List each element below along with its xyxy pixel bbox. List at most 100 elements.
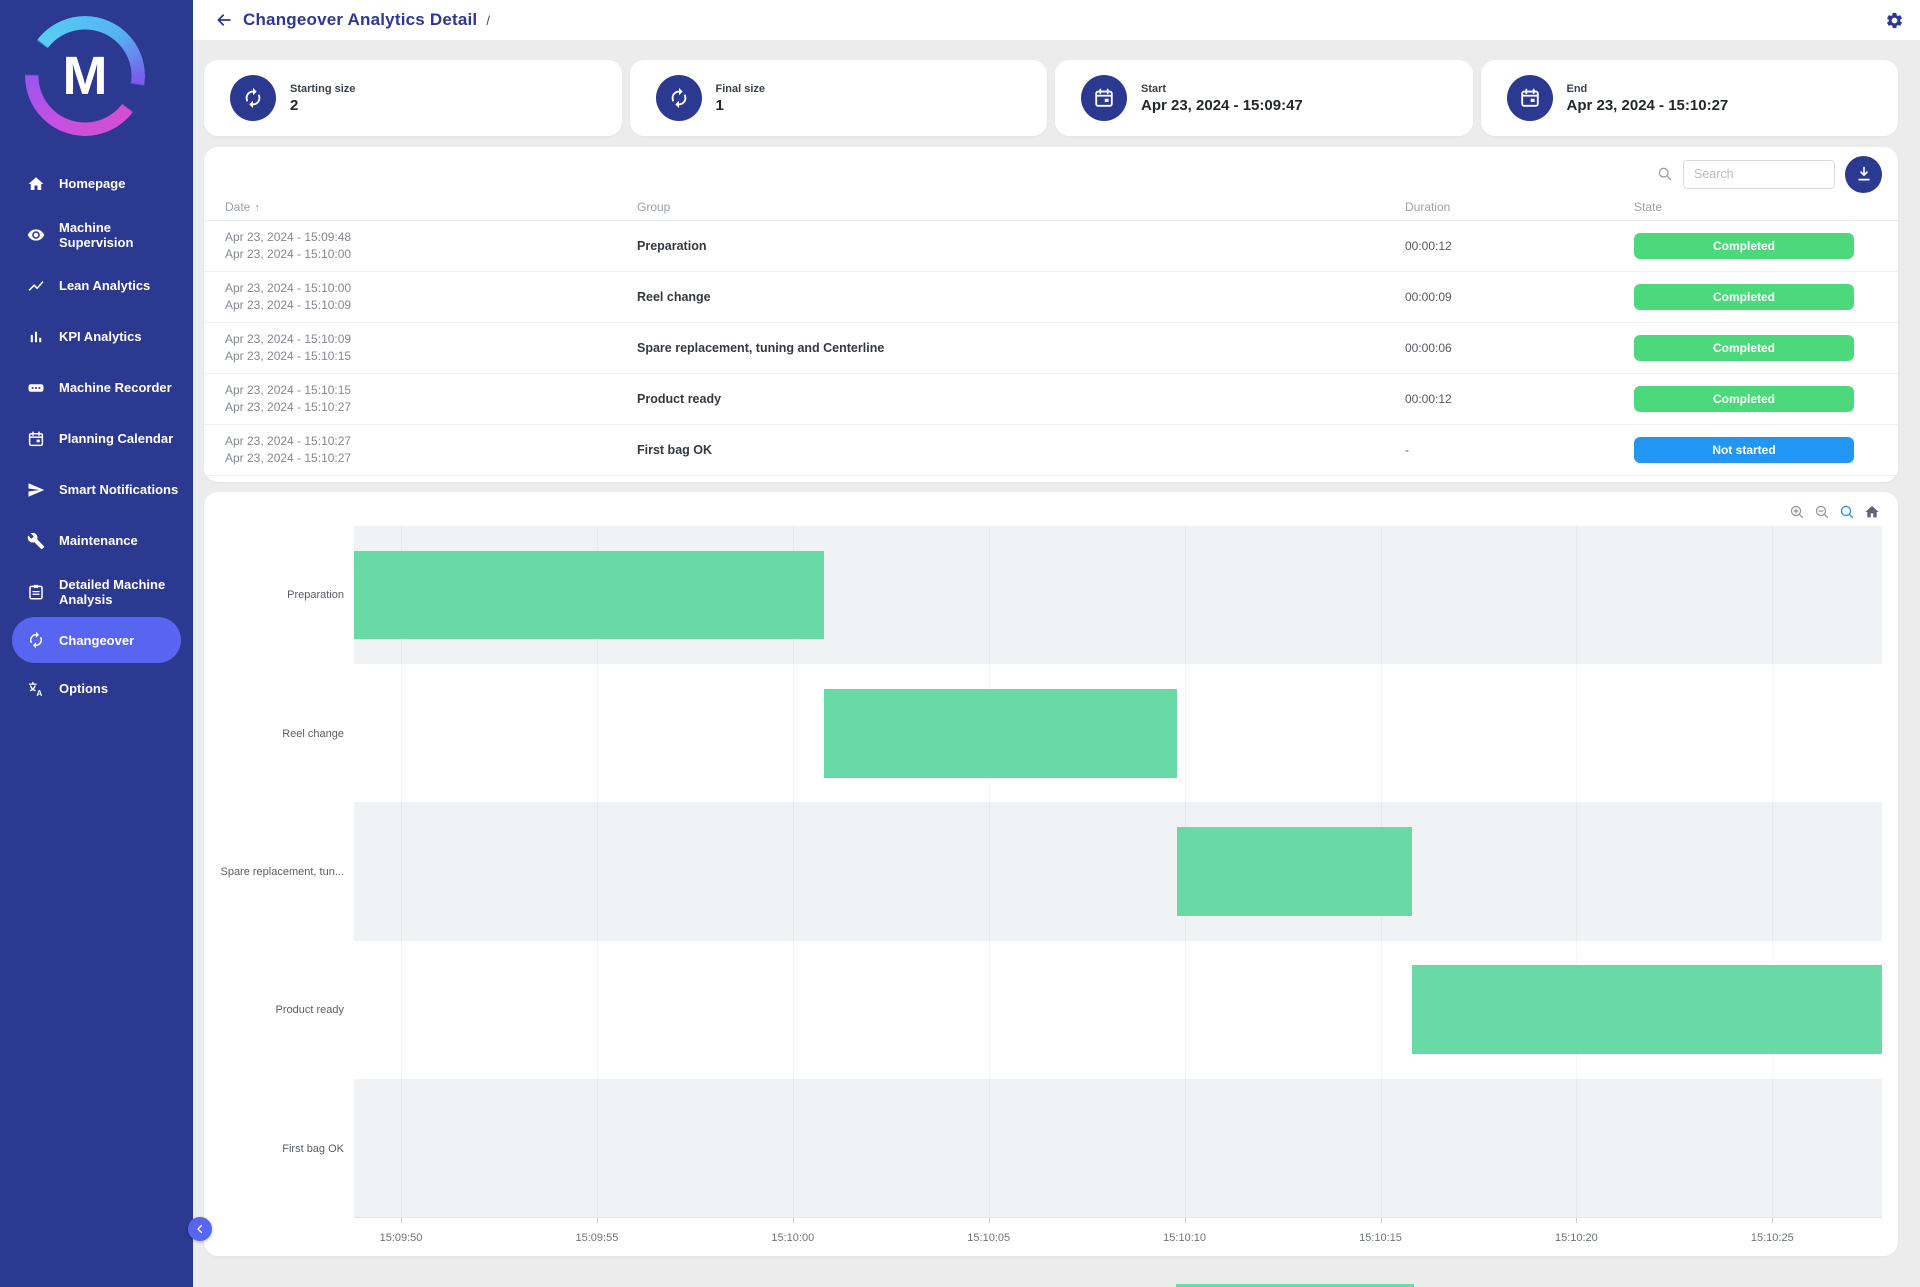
cell-duration: - [1405,443,1409,457]
summary-card-final-size: Final size 1 [629,60,1047,136]
card-label: Start [1141,82,1167,95]
chart-zoom-lens-icon[interactable] [1839,504,1855,520]
date-start: Apr 23, 2024 - 15:10:15 [225,383,352,397]
column-header-state[interactable]: State [1634,199,1663,214]
column-header-date[interactable]: Date ↑ [225,199,260,214]
x-axis-tick-label: 15:10:05 [967,1232,1011,1244]
sidebar-item-options[interactable]: A Options [6,663,187,714]
calendar-icon [24,430,48,448]
card-icon-circle [230,75,276,121]
x-axis-tick [792,1218,794,1223]
cell-group: Product ready [637,392,722,406]
logo-letter: M [62,46,108,106]
line-chart-icon [24,277,48,295]
sidebar-item-lean-analytics[interactable]: Lean Analytics [6,260,187,311]
sidebar-item-label: Maintenance [59,533,138,548]
x-axis-tick-label: 15:10:15 [1359,1232,1402,1244]
date-end: Apr 23, 2024 - 15:10:27 [225,400,352,414]
svg-text:A: A [36,688,42,697]
column-header-group[interactable]: Group [637,199,671,214]
cell-duration: 00:00:06 [1405,341,1452,355]
calendar-icon [1093,87,1115,109]
back-button[interactable] [215,11,233,29]
card-text: Final size 1 [716,83,766,114]
status-badge: Completed [1634,335,1854,361]
search-input[interactable] [1683,159,1835,189]
chart-gridline [988,526,990,1217]
date-end: Apr 23, 2024 - 15:10:27 [225,451,352,465]
chart-home-icon[interactable] [1864,504,1880,520]
card-label: Starting size [290,82,356,95]
status-badge: Completed [1634,386,1854,412]
sidebar-item-changeover[interactable]: Changeover [12,617,181,663]
table-row[interactable]: Apr 23, 2024 - 15:10:09 Apr 23, 2024 - 15… [204,323,1898,374]
gantt-chart: 15:09:50 15:09:55 15:10:00 15:10:05 15:10:10… [354,526,1882,1244]
sidebar-collapse-button[interactable] [188,1217,212,1241]
topbar: Changeover Analytics Detail / [193,0,1920,40]
sidebar-item-homepage[interactable]: Homepage [6,158,187,209]
chart-gridline [792,526,794,1217]
x-axis-tick-label: 15:10:20 [1554,1232,1598,1244]
sidebar-item-label: Detailed Machine Analysis [59,576,166,607]
sidebar-item-planning-calendar[interactable]: Planning Calendar [6,413,187,464]
cell-state: Completed [1634,335,1876,361]
card-value: Apr 23, 2024 - 15:10:27 [1566,96,1729,114]
chart-gridline [596,526,598,1217]
sidebar-item-label: Lean Analytics [59,278,151,293]
sidebar-item-kpi-analytics[interactable]: KPI Analytics [6,311,187,362]
cell-date: Apr 23, 2024 - 15:10:15 Apr 23, 2024 - 15… [225,382,637,416]
sidebar-item-label: Planning Calendar [59,431,174,446]
cell-date: Apr 23, 2024 - 15:10:27 Apr 23, 2024 - 15… [225,433,637,467]
translate-icon: A [24,680,48,698]
cell-date: Apr 23, 2024 - 15:10:00 Apr 23, 2024 - 15… [225,280,637,314]
cell-date: Apr 23, 2024 - 15:09:48 Apr 23, 2024 - 15… [225,229,637,263]
cell-group: First bag OK [637,443,713,457]
x-axis-tick-label: 15:09:55 [575,1232,619,1244]
card-value: 1 [715,96,724,114]
sidebar-item-label: Changeover [59,632,135,648]
table-row[interactable]: Apr 23, 2024 - 15:10:27 Apr 23, 2024 - 15… [204,425,1898,476]
cell-duration: 00:00:12 [1405,239,1452,253]
chart-zoom-out-icon[interactable] [1814,504,1830,520]
summary-card-end: End Apr 23, 2024 - 15:10:27 [1480,60,1898,136]
sidebar-item-label: Smart Notifications [59,482,179,497]
sidebar: M Homepage Machine Supervision Lean Analyt… [0,0,193,1287]
column-header-duration[interactable]: Duration [1405,199,1451,214]
cell-group: Preparation [637,239,707,253]
cell-state: Not started [1634,437,1876,463]
x-axis-tick [1380,1218,1382,1223]
sort-asc-icon: ↑ [254,201,260,214]
gantt-bar [824,689,1177,778]
chart-zoom-in-icon[interactable] [1789,504,1805,520]
download-icon [1855,165,1873,183]
chevron-left-icon [194,1223,206,1235]
settings-button[interactable] [1885,11,1904,30]
sidebar-item-smart-notifications[interactable]: Smart Notifications [6,464,187,515]
card-text: End Apr 23, 2024 - 15:10:27 [1567,83,1729,114]
gantt-bar [1411,965,1882,1054]
x-axis-tick [1772,1218,1774,1223]
y-axis-label: Product ready [275,1004,344,1017]
sidebar-item-label: Machine Recorder [59,380,172,395]
table-row[interactable]: Apr 23, 2024 - 15:09:48 Apr 23, 2024 - 15… [204,221,1898,272]
x-axis-tick [401,1218,402,1223]
sidebar-item-machine-supervision[interactable]: Machine Supervision [6,209,187,260]
gantt-bar [1176,827,1412,916]
download-button[interactable] [1845,155,1882,193]
sidebar-item-machine-recorder[interactable]: Machine Recorder [6,362,187,413]
table-row[interactable]: Apr 23, 2024 - 15:10:15 Apr 23, 2024 - 15… [204,374,1898,425]
table-row[interactable]: Apr 23, 2024 - 15:10:00 Apr 23, 2024 - 15… [204,272,1898,323]
sidebar-item-maintenance[interactable]: Maintenance [6,515,187,566]
status-badge: Not started [1634,437,1854,463]
sidebar-item-detailed-machine-analysis[interactable]: Detailed Machine Analysis [6,566,187,617]
x-axis-tick [988,1218,990,1223]
chart-gridline [401,526,402,1217]
summary-card-starting-size: Starting size 2 [204,60,622,136]
chart-card: Preparation Reel change Spare replacement,… [204,492,1898,1256]
y-axis-label: Spare replacement, tun... [220,866,344,878]
logo-ring-gradient [25,16,145,136]
date-end: Apr 23, 2024 - 15:10:15 [225,349,352,363]
cell-state: Completed [1634,233,1876,259]
status-badge: Completed [1634,233,1854,259]
